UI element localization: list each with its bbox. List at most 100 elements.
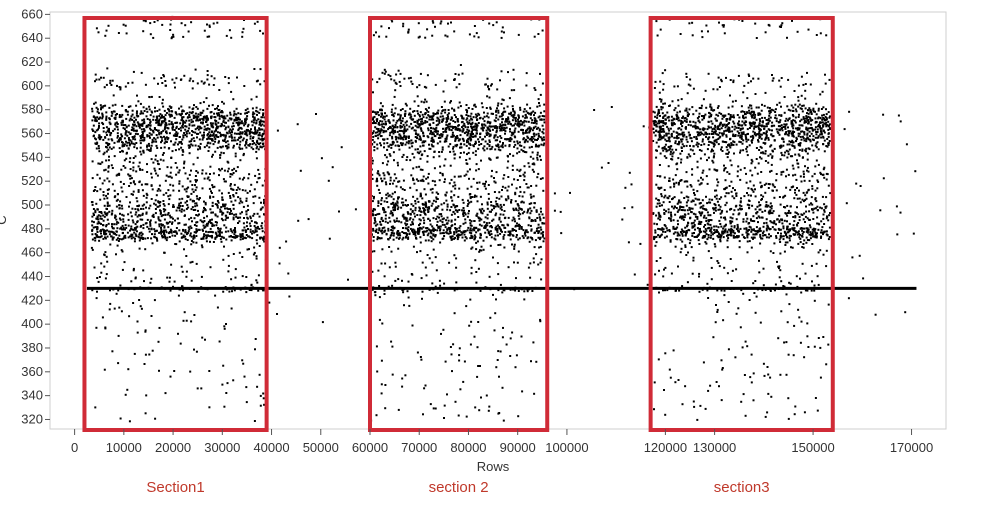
- data-point: [247, 123, 250, 126]
- data-point: [411, 152, 414, 155]
- data-point: [484, 187, 487, 190]
- data-point: [255, 132, 258, 135]
- data-point: [774, 114, 777, 117]
- data-point: [232, 194, 235, 196]
- data-point: [535, 122, 538, 125]
- data-point: [160, 232, 163, 235]
- data-point: [92, 115, 95, 118]
- data-point: [408, 304, 411, 307]
- data-point: [482, 239, 485, 242]
- data-point: [542, 132, 545, 135]
- data-point: [100, 106, 103, 109]
- data-point: [232, 146, 235, 149]
- data-point: [399, 72, 402, 75]
- data-point: [529, 112, 532, 115]
- data-point: [219, 227, 222, 230]
- data-point: [445, 136, 448, 139]
- data-point: [250, 283, 253, 286]
- data-point: [412, 177, 414, 180]
- data-point: [182, 123, 184, 126]
- data-point: [488, 139, 491, 142]
- data-point: [403, 304, 405, 307]
- data-point: [449, 150, 452, 153]
- data-point: [467, 151, 470, 154]
- data-point: [494, 205, 497, 208]
- data-point: [125, 110, 128, 113]
- data-point: [129, 235, 131, 238]
- data-point: [542, 234, 544, 237]
- data-point: [121, 224, 124, 227]
- data-point: [527, 162, 530, 165]
- data-point: [445, 199, 448, 202]
- data-point: [530, 145, 533, 148]
- data-point: [218, 168, 221, 171]
- data-point: [479, 209, 482, 212]
- data-point: [106, 229, 109, 232]
- data-point: [488, 125, 491, 128]
- data-point: [531, 163, 534, 166]
- data-point: [237, 129, 240, 132]
- data-point: [446, 229, 449, 232]
- data-point: [140, 207, 142, 210]
- data-point: [409, 212, 412, 215]
- data-point: [472, 145, 475, 148]
- data-point: [426, 74, 429, 77]
- data-point: [458, 229, 461, 232]
- data-point: [135, 114, 138, 117]
- data-point: [463, 132, 466, 135]
- data-point: [504, 120, 507, 123]
- data-point: [541, 82, 544, 85]
- data-point: [95, 147, 98, 150]
- data-point: [178, 189, 181, 192]
- data-point: [97, 162, 100, 165]
- data-point: [96, 290, 98, 293]
- data-point: [495, 110, 497, 113]
- data-point: [373, 146, 376, 148]
- data-point: [153, 299, 156, 302]
- data-point: [172, 285, 174, 288]
- data-point: [128, 185, 131, 187]
- data-point: [239, 147, 242, 150]
- data-point: [432, 114, 435, 117]
- data-point: [209, 137, 212, 140]
- data-point: [204, 225, 207, 228]
- data-point: [469, 298, 472, 301]
- data-point: [466, 215, 469, 218]
- data-point: [93, 102, 96, 105]
- data-point: [449, 236, 452, 239]
- data-point: [401, 108, 404, 110]
- data-point: [190, 121, 193, 124]
- data-point: [101, 182, 104, 185]
- data-point: [142, 237, 145, 240]
- data-point: [164, 126, 167, 129]
- data-point: [518, 125, 521, 128]
- data-point: [470, 224, 473, 227]
- data-point: [426, 120, 429, 123]
- data-point: [259, 236, 262, 239]
- data-point: [446, 205, 449, 208]
- data-point: [519, 213, 522, 216]
- data-point: [382, 116, 385, 119]
- data-point: [119, 284, 122, 287]
- data-point: [498, 127, 501, 130]
- data-point: [256, 385, 259, 388]
- data-point: [168, 198, 171, 201]
- data-point: [417, 36, 420, 39]
- data-point: [459, 388, 462, 391]
- data-point: [107, 138, 110, 141]
- data-point: [208, 220, 211, 223]
- data-point: [186, 232, 189, 234]
- data-point: [260, 224, 263, 227]
- data-point: [434, 83, 437, 86]
- data-point: [156, 110, 159, 112]
- data-point: [399, 114, 402, 117]
- data-point: [109, 302, 112, 305]
- data-point: [105, 141, 108, 144]
- data-point: [392, 227, 395, 230]
- data-point: [495, 21, 498, 24]
- data-point: [105, 131, 108, 134]
- data-point: [130, 233, 133, 236]
- data-point: [169, 216, 172, 219]
- data-point: [259, 119, 262, 122]
- data-point: [211, 236, 214, 239]
